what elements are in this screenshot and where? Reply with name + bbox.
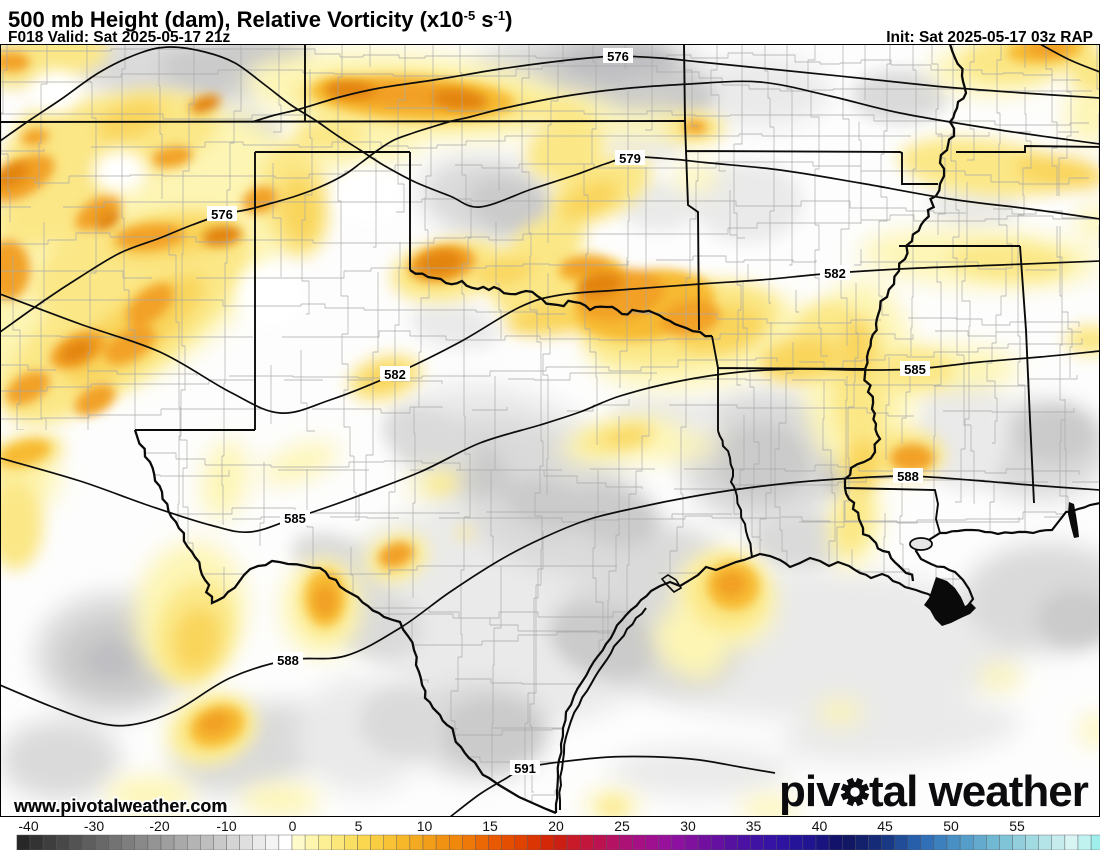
svg-text:www.pivotalweather.com: www.pivotalweather.com <box>13 796 227 816</box>
svg-text:585: 585 <box>284 511 306 526</box>
svg-text:579: 579 <box>619 151 641 166</box>
svg-text:588: 588 <box>897 469 919 484</box>
svg-text:www.pivotalweather.com: www.pivotalweather.com <box>13 796 227 816</box>
svg-text:5: 5 <box>355 818 363 834</box>
svg-text:45: 45 <box>877 818 893 834</box>
svg-text:-30: -30 <box>84 818 104 834</box>
svg-text:500 mb Height (dam), Relative: 500 mb Height (dam), Relative Vorticity … <box>8 7 512 32</box>
svg-text:15: 15 <box>482 818 498 834</box>
svg-text:piv: piv <box>779 767 841 816</box>
svg-text:0: 0 <box>289 818 297 834</box>
svg-text:-10: -10 <box>216 818 236 834</box>
svg-text:576: 576 <box>607 49 629 64</box>
svg-text:585: 585 <box>904 362 926 377</box>
svg-text:50: 50 <box>943 818 959 834</box>
svg-text:591: 591 <box>514 761 536 776</box>
svg-text:55: 55 <box>1009 818 1025 834</box>
svg-text:30: 30 <box>680 818 696 834</box>
svg-text:25: 25 <box>614 818 630 834</box>
svg-text:-20: -20 <box>149 818 169 834</box>
svg-text:40: 40 <box>812 818 828 834</box>
svg-text:588: 588 <box>277 653 299 668</box>
svg-text:F018 Valid: Sat 2025-05-17 21z: F018 Valid: Sat 2025-05-17 21z <box>8 29 231 46</box>
svg-text:10: 10 <box>417 818 433 834</box>
svg-text:-40: -40 <box>18 818 38 834</box>
svg-text:tal weather: tal weather <box>869 767 1089 816</box>
svg-text:576: 576 <box>211 207 233 222</box>
svg-text:35: 35 <box>746 818 762 834</box>
svg-text:Init: Sat 2025-05-17 03z RAP: Init: Sat 2025-05-17 03z RAP <box>886 29 1093 46</box>
svg-text:582: 582 <box>824 266 846 281</box>
svg-text:582: 582 <box>384 367 406 382</box>
svg-text:20: 20 <box>548 818 564 834</box>
